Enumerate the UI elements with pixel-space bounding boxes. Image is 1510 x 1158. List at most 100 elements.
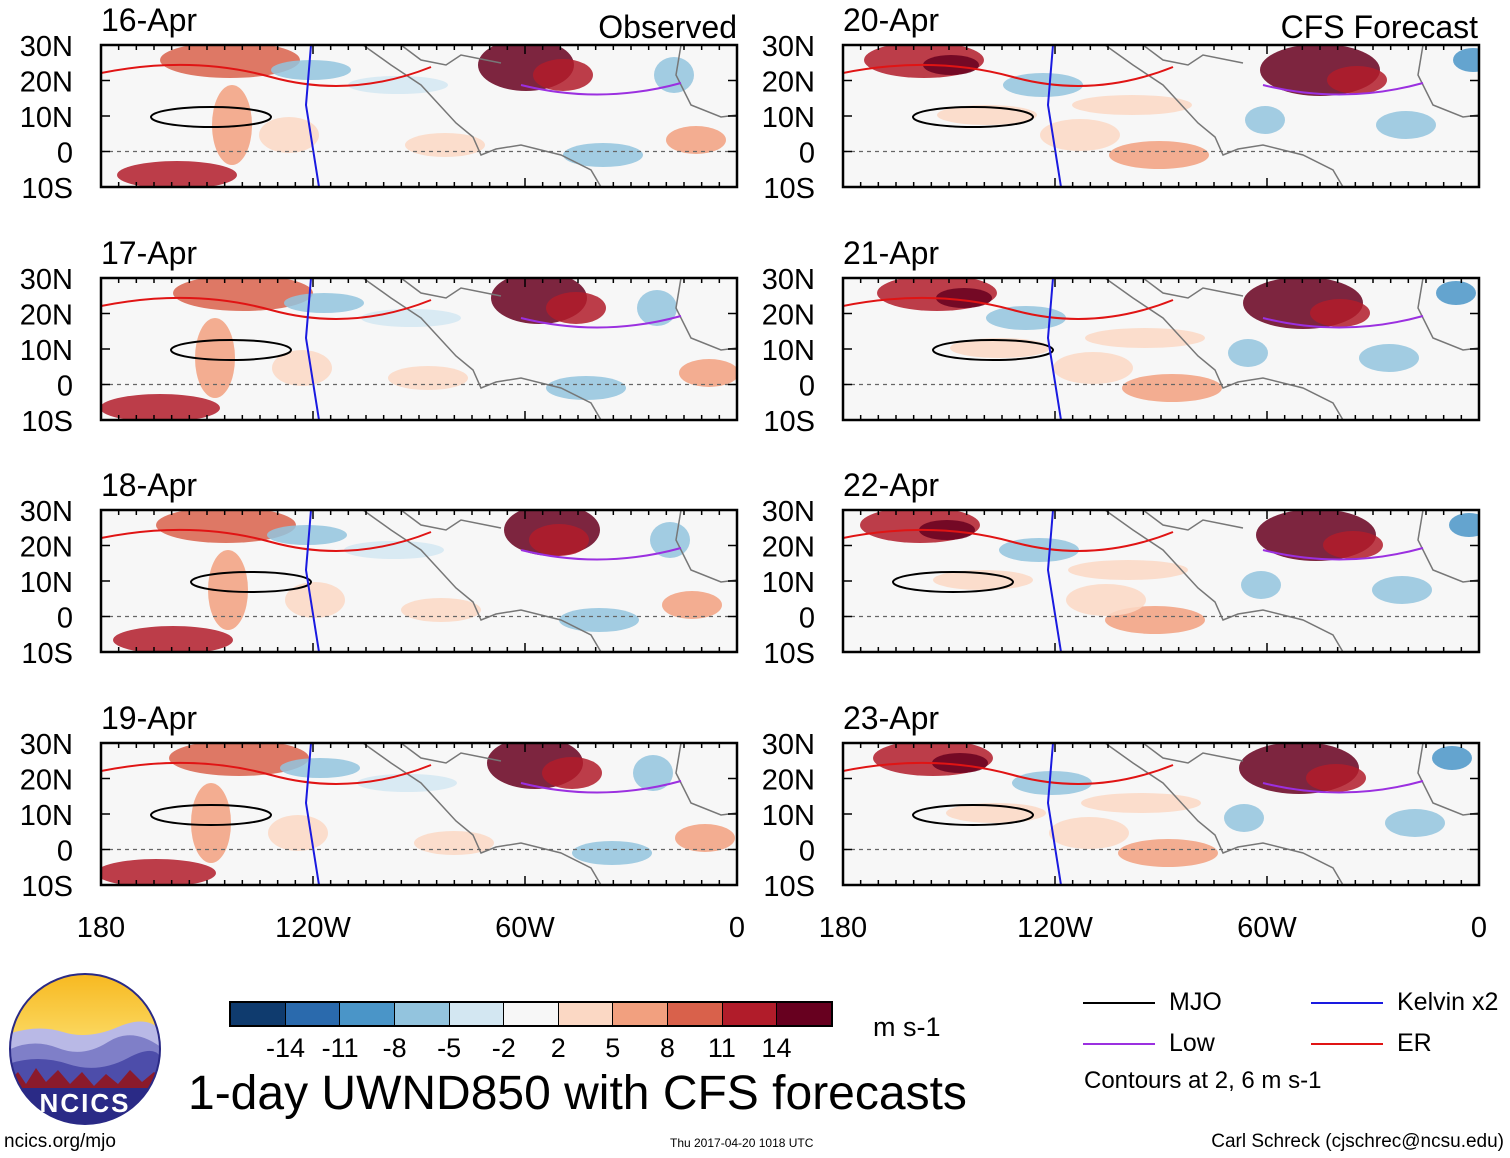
- low-contour: [1262, 547, 1424, 561]
- legend-label: ER: [1397, 1029, 1432, 1057]
- wind-anomaly-area: [1245, 106, 1285, 134]
- colorbar-swatch: [449, 1003, 505, 1025]
- lat-label: 0: [57, 836, 73, 868]
- panel-date: 19-Apr: [101, 700, 197, 736]
- wind-anomaly-area: [271, 60, 351, 80]
- colorbar-tick-label: -11: [321, 1033, 359, 1063]
- coastline: [1142, 743, 1244, 764]
- er-contour: [101, 296, 432, 320]
- lat-label: 30N: [762, 729, 815, 761]
- lat-label: 0: [57, 371, 73, 403]
- wind-anomaly-area: [191, 783, 231, 863]
- wind-anomaly-area: [1068, 560, 1188, 580]
- er-contour: [101, 761, 432, 785]
- coastline: [1142, 510, 1244, 531]
- lat-label: 10N: [20, 800, 73, 832]
- figure-title: 1-day UWND850 with CFS forecasts: [188, 1067, 967, 1120]
- lon-label: 120W: [1017, 912, 1093, 944]
- lat-label: 20N: [20, 765, 73, 797]
- low-contour: [520, 315, 682, 329]
- footer-credit: Carl Schreck (cjschrec@ncsu.edu): [1211, 1131, 1504, 1152]
- colorbar-swatch: [394, 1003, 450, 1025]
- wind-anomaly-area: [1109, 141, 1209, 169]
- wind-anomaly-area: [1310, 299, 1370, 327]
- wind-anomaly-area: [101, 394, 220, 420]
- wind-anomaly-area: [348, 76, 448, 94]
- low-contour: [520, 780, 682, 794]
- mjo-contour: [150, 804, 272, 826]
- colorbar-units: m s-1: [873, 1012, 941, 1042]
- lat-label: 30N: [762, 496, 815, 528]
- lat-label: 0: [799, 371, 815, 403]
- wind-anomaly-area: [405, 133, 485, 157]
- wind-anomaly-area: [1066, 584, 1146, 616]
- legend-line: [1083, 1001, 1155, 1004]
- coastline: [400, 45, 502, 66]
- lat-label: 20N: [762, 765, 815, 797]
- wind-anomaly-area: [637, 290, 677, 326]
- low-contour: [1262, 82, 1424, 96]
- lat-label: 10S: [21, 173, 73, 205]
- wind-anomaly-area: [1453, 48, 1479, 72]
- low-contour: [520, 547, 682, 561]
- legend-item-er: ER: [1311, 1029, 1432, 1058]
- wind-anomaly-area: [1306, 764, 1366, 792]
- legend-item-low: Low: [1083, 1029, 1215, 1058]
- lat-label: 30N: [762, 31, 815, 63]
- coastline: [362, 510, 602, 652]
- lat-label: 30N: [20, 264, 73, 296]
- low-contour: [1262, 780, 1424, 794]
- lat-label: 10N: [20, 567, 73, 599]
- coastline: [1417, 278, 1479, 351]
- ncics-logo: NCICS: [8, 972, 162, 1126]
- lon-label: 60W: [1237, 912, 1297, 944]
- wind-anomaly-area: [675, 824, 735, 852]
- colorbar-swatch: [340, 1003, 395, 1025]
- panel-date: 21-Apr: [843, 235, 939, 271]
- kelvin-contour: [304, 743, 320, 885]
- lon-label: 0: [1471, 912, 1487, 944]
- wind-anomaly-area: [650, 522, 690, 558]
- wind-anomaly-area: [1122, 374, 1222, 402]
- lat-label: 20N: [762, 300, 815, 332]
- wind-anomaly-area: [267, 525, 347, 545]
- coastline: [675, 278, 737, 351]
- wind-anomaly-area: [1224, 804, 1264, 832]
- wind-anomaly-area: [113, 626, 233, 652]
- map-panels: 30N20N10N010S16-Apr30N20N10N010S17-Apr30…: [20, 2, 1487, 944]
- wind-anomaly-area: [1385, 809, 1445, 837]
- observed-tag: Observed: [598, 9, 737, 45]
- wind-anomaly-area: [559, 608, 639, 632]
- logo-text: NCICS: [40, 1088, 131, 1118]
- wind-anomaly-area: [173, 278, 313, 311]
- wind-anomaly-area: [280, 758, 360, 778]
- panel-date: 18-Apr: [101, 467, 197, 503]
- colorbar: -14 -11 -8 -5 -2 2 5 8 11 14: [229, 1001, 833, 1063]
- wind-anomaly-area: [633, 755, 673, 791]
- panel-date: 16-Apr: [101, 2, 197, 38]
- legend-line: [1083, 1042, 1155, 1045]
- wind-anomaly-area: [679, 359, 737, 387]
- lat-label: 20N: [762, 532, 815, 564]
- mjo-contour: [932, 339, 1054, 361]
- lon-label: 0: [729, 912, 745, 944]
- colorbar-swatch: [777, 1003, 832, 1025]
- lat-label: 10N: [20, 102, 73, 134]
- lat-label: 10N: [762, 335, 815, 367]
- lat-label: 30N: [20, 31, 73, 63]
- forecast-tag: CFS Forecast: [1281, 9, 1478, 45]
- er-contour: [101, 528, 432, 552]
- kelvin-contour: [1046, 510, 1062, 652]
- lat-label: 30N: [762, 264, 815, 296]
- colorbar-swatch: [722, 1003, 778, 1025]
- coastline: [1142, 45, 1244, 66]
- colorbar-swatch: [231, 1003, 286, 1025]
- wind-anomaly-area: [1327, 66, 1387, 94]
- coastline: [675, 743, 737, 816]
- wind-anomaly-area: [1323, 531, 1383, 559]
- lon-label: 60W: [495, 912, 555, 944]
- kelvin-contour: [304, 278, 320, 420]
